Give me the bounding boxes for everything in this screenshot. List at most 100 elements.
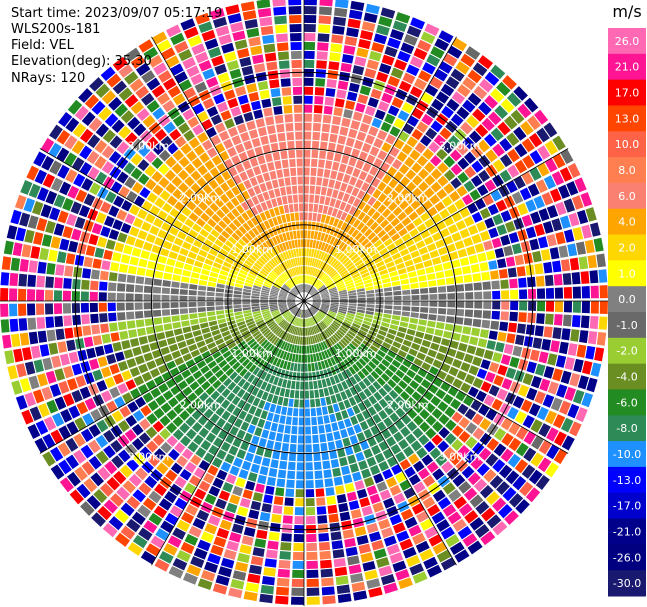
gate-cell xyxy=(371,357,380,366)
gate-cell xyxy=(188,212,199,222)
gate-cell xyxy=(269,305,278,309)
gate-cell xyxy=(346,345,354,354)
gate-cell xyxy=(404,259,414,267)
gate-cell xyxy=(294,354,299,363)
gate-cell xyxy=(298,354,302,363)
gate-cell xyxy=(356,190,366,200)
gate-cell xyxy=(197,307,206,313)
gate-cell xyxy=(432,377,443,388)
gate-cell xyxy=(310,317,315,326)
gate-cell xyxy=(536,127,550,143)
gate-cell xyxy=(323,319,330,326)
gate-cell xyxy=(425,415,437,426)
gate-cell xyxy=(35,289,45,301)
gate-cell xyxy=(263,420,272,430)
gate-cell xyxy=(237,378,246,388)
gate-cell xyxy=(268,260,276,268)
gate-cell xyxy=(515,334,525,346)
gate-cell xyxy=(189,313,198,320)
gate-cell xyxy=(79,161,93,176)
gate-cell xyxy=(463,215,475,227)
gate-cell xyxy=(330,302,339,305)
gate-cell xyxy=(206,286,216,292)
gate-cell xyxy=(246,276,255,282)
gate-cell xyxy=(545,301,555,312)
gate-cell xyxy=(373,315,382,321)
gate-cell xyxy=(129,226,140,237)
gate-cell xyxy=(409,228,419,238)
gate-cell xyxy=(519,481,534,497)
gate-cell xyxy=(124,176,136,189)
gate-cell xyxy=(328,286,337,292)
gate-cell xyxy=(89,77,104,92)
gate-cell xyxy=(57,164,70,179)
gate-cell xyxy=(258,257,266,265)
gate-cell xyxy=(94,139,108,154)
gate-cell xyxy=(292,371,297,381)
gate-cell xyxy=(42,357,53,371)
gate-cell xyxy=(428,314,437,321)
gate-cell xyxy=(95,212,107,224)
gate-cell xyxy=(429,249,440,259)
gate-cell xyxy=(383,238,393,247)
gate-cell xyxy=(417,368,428,378)
gate-cell xyxy=(266,319,274,325)
gate-cell xyxy=(80,361,91,373)
gate-cell xyxy=(464,510,479,524)
gate-cell xyxy=(153,407,165,419)
gate-cell xyxy=(197,296,206,301)
gate-cell xyxy=(352,404,361,415)
gate-cell xyxy=(327,441,336,451)
gate-cell xyxy=(452,474,466,487)
gate-cell xyxy=(517,202,529,216)
gate-cell xyxy=(372,276,381,282)
gate-cell xyxy=(290,380,296,390)
gate-cell xyxy=(266,412,274,422)
gate-cell xyxy=(276,329,283,337)
gate-cell xyxy=(226,281,235,287)
gate-cell xyxy=(158,383,169,394)
gate-cell xyxy=(438,301,447,308)
gate-cell xyxy=(308,266,311,275)
gate-cell xyxy=(566,181,579,196)
gate-cell xyxy=(270,346,278,355)
gate-cell xyxy=(97,186,109,200)
gate-cell xyxy=(200,212,210,222)
gate-cell xyxy=(404,156,415,168)
gate-cell xyxy=(166,195,178,207)
gate-cell xyxy=(364,228,373,237)
gate-cell xyxy=(280,263,286,271)
gate-cell xyxy=(172,527,186,540)
gate-cell xyxy=(332,549,345,559)
gate-cell xyxy=(309,390,315,399)
gate-cell xyxy=(380,7,396,19)
gate-cell xyxy=(343,234,351,243)
gate-cell xyxy=(242,222,251,232)
gate-cell xyxy=(318,15,332,25)
gate-cell xyxy=(341,409,349,420)
gate-cell xyxy=(97,505,112,521)
gate-cell xyxy=(100,66,116,82)
gate-cell xyxy=(241,190,251,201)
gate-cell xyxy=(527,312,536,324)
gate-cell xyxy=(365,174,375,184)
gate-cell xyxy=(101,145,115,159)
gate-cell xyxy=(264,264,272,271)
gate-cell xyxy=(278,295,287,299)
gate-cell xyxy=(97,466,111,481)
gate-cell xyxy=(212,262,222,269)
gate-cell xyxy=(80,501,95,516)
gate-cell xyxy=(581,301,590,314)
gate-cell xyxy=(304,176,310,185)
gate-cell xyxy=(134,302,143,310)
gate-cell xyxy=(429,76,444,90)
gate-cell xyxy=(493,443,507,457)
gate-cell xyxy=(402,546,417,559)
gate-cell xyxy=(68,351,79,364)
gate-cell xyxy=(224,305,233,310)
gate-cell xyxy=(437,308,447,315)
gate-cell xyxy=(307,285,312,293)
gate-cell xyxy=(163,323,173,331)
gate-cell xyxy=(235,242,244,251)
gate-cell xyxy=(263,341,271,349)
